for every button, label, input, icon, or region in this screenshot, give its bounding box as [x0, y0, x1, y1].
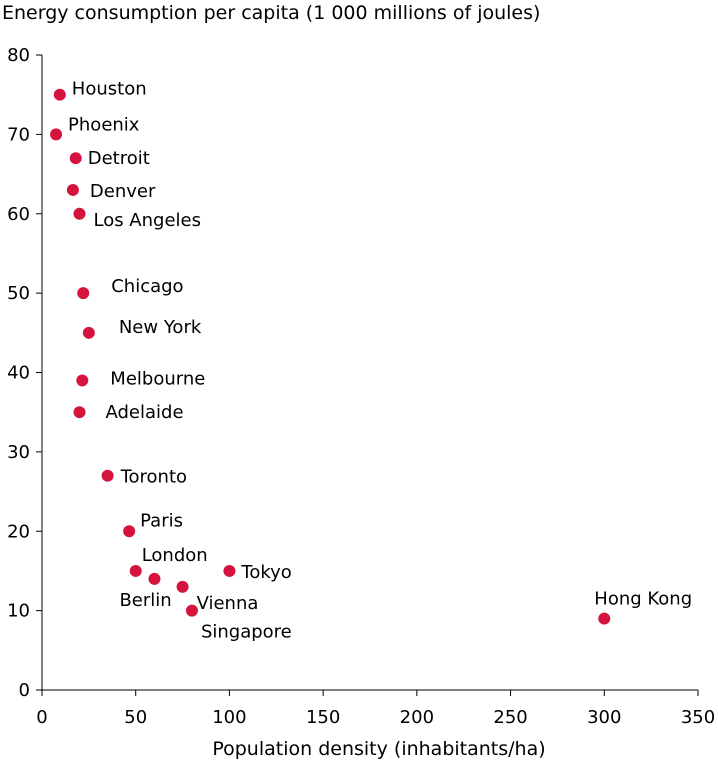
data-point — [53, 88, 66, 101]
data-point — [82, 326, 95, 339]
data-point — [69, 152, 82, 165]
point-labels: Houston Phoenix Detroit Denver Los Angeles Ch… — [68, 79, 692, 643]
data-point — [176, 580, 189, 593]
data-label: Toronto — [120, 467, 187, 488]
x-tick-label: 50 — [124, 707, 147, 728]
data-points — [50, 88, 611, 625]
data-point — [223, 564, 236, 577]
y-tick-label: 80 — [7, 45, 30, 66]
data-point — [148, 572, 161, 585]
data-label: Melbourne — [110, 368, 205, 389]
y-tick-label: 60 — [7, 204, 30, 225]
data-label: Chicago — [111, 276, 183, 297]
x-axis-ticks: 0 50 100 150 200 250 300 350 — [36, 690, 715, 728]
data-label: Los Angeles — [93, 210, 201, 231]
y-tick-label: 40 — [7, 363, 30, 384]
x-tick-label: 350 — [681, 707, 715, 728]
y-tick-label: 70 — [7, 124, 30, 145]
data-label: Denver — [90, 181, 156, 202]
data-label: London — [142, 545, 208, 566]
data-label: Vienna — [197, 593, 259, 614]
data-label: Phoenix — [68, 114, 140, 135]
data-label: Tokyo — [240, 562, 291, 583]
data-label: Paris — [140, 510, 183, 531]
y-tick-label: 30 — [7, 442, 30, 463]
data-point — [76, 374, 89, 387]
x-tick-label: 200 — [400, 707, 434, 728]
data-label: New York — [119, 317, 202, 338]
data-point — [77, 287, 90, 300]
data-label: Hong Kong — [594, 589, 692, 610]
data-label: Detroit — [88, 148, 150, 169]
data-point — [73, 406, 86, 419]
x-tick-label: 0 — [36, 707, 47, 728]
y-tick-label: 20 — [7, 521, 30, 542]
data-point — [66, 183, 79, 196]
y-axis-ticks: 0 10 20 30 40 50 60 70 80 — [7, 45, 42, 701]
x-tick-label: 100 — [212, 707, 246, 728]
data-point — [598, 612, 611, 625]
data-label: Singapore — [201, 622, 292, 643]
y-tick-label: 0 — [19, 680, 30, 701]
data-label: Houston — [72, 79, 147, 100]
data-point — [50, 128, 63, 141]
data-label: Berlin — [119, 590, 171, 611]
data-point — [129, 564, 142, 577]
chart-title: Energy consumption per capita (1 000 mil… — [2, 2, 541, 24]
y-tick-label: 50 — [7, 283, 30, 304]
data-point — [101, 469, 114, 482]
data-label: Adelaide — [105, 402, 183, 423]
x-tick-label: 300 — [587, 707, 621, 728]
x-axis-label: Population density (inhabitants/ha) — [212, 738, 546, 760]
data-point — [185, 604, 198, 617]
x-tick-label: 250 — [493, 707, 527, 728]
y-tick-label: 10 — [7, 601, 30, 622]
x-tick-label: 150 — [306, 707, 340, 728]
data-point — [73, 207, 86, 220]
data-point — [123, 525, 136, 538]
